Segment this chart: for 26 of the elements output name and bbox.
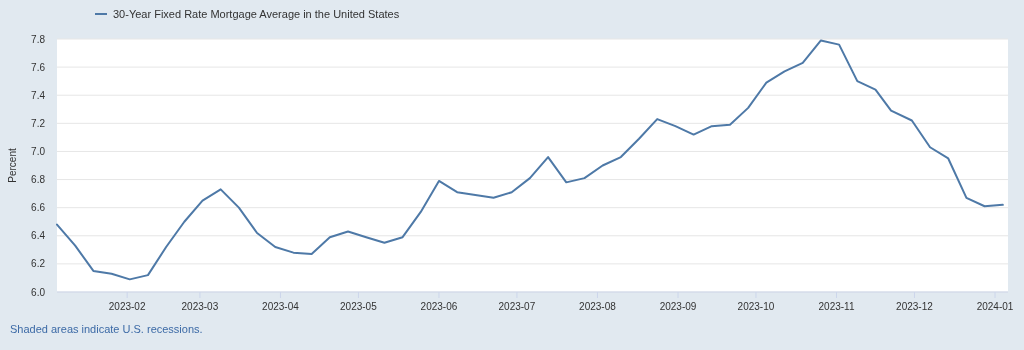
- y-tick-label: 7.4: [31, 89, 46, 101]
- y-tick-label: 7.6: [31, 61, 46, 73]
- x-tick-label: 2023-03: [181, 301, 219, 312]
- y-tick-label: 6.8: [31, 174, 46, 186]
- y-tick-label: 7.0: [31, 145, 46, 157]
- y-axis-title: Percent: [7, 148, 18, 183]
- y-tick-label: 7.2: [31, 117, 46, 129]
- x-tick-label: 2023-12: [896, 301, 934, 312]
- x-tick-label: 2023-02: [108, 301, 146, 312]
- x-tick-label: 2023-07: [498, 301, 536, 312]
- x-tick-label: 2023-08: [579, 301, 617, 312]
- x-tick-label: 2023-04: [262, 301, 300, 312]
- y-tick-label: 6.6: [31, 202, 46, 214]
- y-tick-label: 6.2: [31, 258, 46, 270]
- legend-label: 30-Year Fixed Rate Mortgage Average in the United States: [113, 7, 400, 20]
- x-tick-label: 2023-05: [340, 301, 378, 312]
- x-tick-label: 2023-09: [659, 301, 697, 312]
- x-tick-label: 2024-01: [976, 301, 1014, 312]
- y-tick-label: 6.0: [31, 286, 46, 298]
- text: Shaded areas indicate U.S. recessions.: [10, 323, 203, 335]
- x-tick-label: 2023-06: [420, 301, 458, 312]
- y-tick-label: 6.4: [31, 230, 46, 242]
- y-tick-label: 7.8: [31, 33, 46, 45]
- line-series: [56, 39, 1004, 281]
- x-tick-label: 2023-11: [818, 301, 855, 312]
- x-tick-label: 2023-10: [737, 301, 775, 312]
